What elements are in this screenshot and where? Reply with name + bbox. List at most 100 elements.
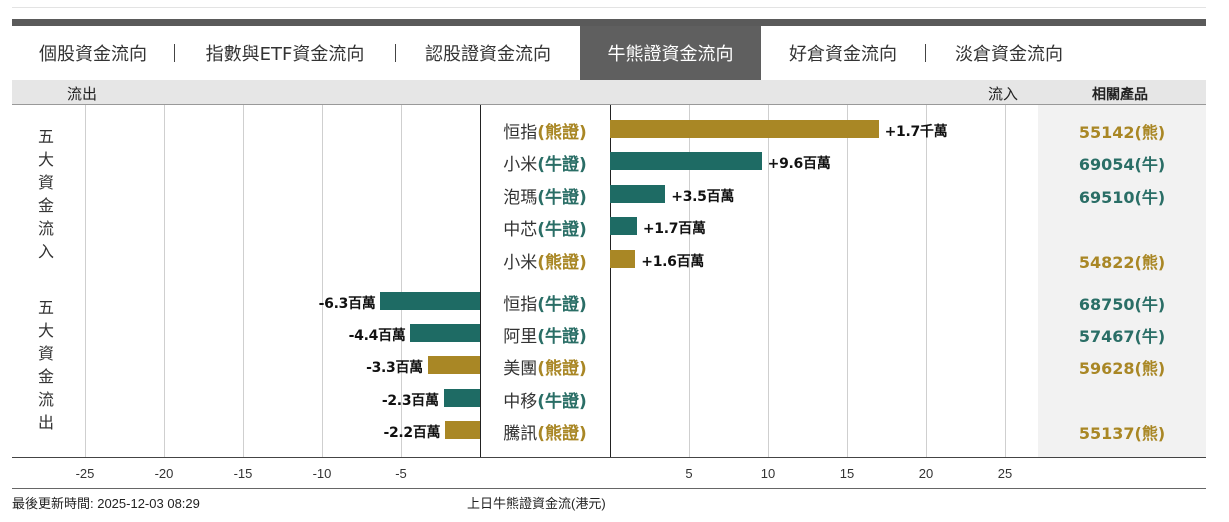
- underlying-label[interactable]: 小米(熊證): [480, 248, 610, 273]
- underlying-label[interactable]: 中芯(牛證): [480, 215, 610, 240]
- flow-bar[interactable]: [610, 250, 636, 268]
- gridline: [164, 105, 165, 457]
- warrant-type: (熊證): [537, 253, 587, 273]
- flow-value-label: -2.3百萬: [381, 393, 439, 409]
- related-product-link[interactable]: 57467(牛): [1078, 327, 1166, 346]
- underlying-label[interactable]: 美團(熊證): [480, 354, 610, 379]
- x-tick-label: -5: [395, 466, 407, 481]
- underlying-name: 小米: [503, 253, 538, 273]
- x-tick-label: 20: [918, 466, 934, 481]
- tab-separator: [174, 44, 175, 62]
- warrant-type: (牛證): [537, 392, 587, 412]
- warrant-type: (牛證): [537, 188, 587, 208]
- warrant-type: (牛證): [537, 220, 587, 240]
- flow-bar[interactable]: [427, 356, 480, 374]
- related-product-link[interactable]: 55137(熊): [1078, 424, 1166, 443]
- related-product-link[interactable]: 55142(熊): [1078, 123, 1166, 142]
- gridline: [1005, 105, 1006, 457]
- gridline: [768, 105, 769, 457]
- tab-1[interactable]: 個股資金流向: [39, 44, 147, 65]
- underlying-label[interactable]: 恒指(熊證): [480, 118, 610, 143]
- flow-value-label: +3.5百萬: [671, 189, 735, 205]
- top-inflow-group-label: 五大資金流入: [37, 127, 54, 261]
- top-outflow-group-label: 五大資金流出: [37, 298, 54, 432]
- flow-bar[interactable]: [610, 217, 637, 235]
- underlying-label[interactable]: 騰訊(熊證): [480, 419, 610, 444]
- related-product-link[interactable]: 68750(牛): [1078, 295, 1166, 314]
- inflow-header: 流入: [988, 85, 1019, 103]
- flow-bar[interactable]: [380, 292, 480, 310]
- underlying-name: 泡瑪: [503, 188, 538, 208]
- gridline: [926, 105, 927, 457]
- underlying-label[interactable]: 小米(牛證): [480, 150, 610, 175]
- last-updated: 最後更新時間: 2025-12-03 08:29: [12, 496, 200, 511]
- tab-3[interactable]: 認股證資金流向: [425, 44, 551, 65]
- flow-bar[interactable]: [610, 120, 879, 138]
- x-axis-line: [12, 457, 1206, 458]
- underlying-name: 騰訊: [503, 424, 538, 444]
- flow-value-label: +1.6百萬: [641, 254, 704, 270]
- warrant-type: (牛證): [537, 327, 587, 347]
- tab-bar-accent: [12, 19, 1206, 26]
- gridline: [85, 105, 86, 457]
- related-product-link[interactable]: 59628(熊): [1078, 359, 1166, 378]
- underlying-name: 中芯: [503, 220, 538, 240]
- warrant-type: (熊證): [537, 123, 587, 143]
- gridline: [847, 105, 848, 457]
- tab-6[interactable]: 淡倉資金流向: [955, 44, 1063, 65]
- flow-bar[interactable]: [410, 324, 480, 342]
- underlying-name: 阿里: [503, 327, 538, 347]
- underlying-name: 恒指: [503, 295, 538, 315]
- tab-4[interactable]: 牛熊證資金流向: [580, 26, 761, 80]
- flow-bar[interactable]: [610, 152, 762, 170]
- underlying-name: 小米: [503, 155, 538, 175]
- tab-separator: [395, 44, 396, 62]
- related-products-column: [1038, 105, 1206, 457]
- top-divider: [12, 7, 1206, 8]
- tab-2[interactable]: 指數與ETF資金流向: [205, 44, 365, 65]
- x-tick-label: -25: [75, 466, 95, 481]
- related-product-link[interactable]: 69054(牛): [1078, 155, 1166, 174]
- x-tick-label: -15: [233, 466, 253, 481]
- underlying-name: 美團: [503, 359, 538, 379]
- outflow-header: 流出: [67, 85, 98, 103]
- flow-value-label: +1.7千萬: [884, 124, 948, 140]
- x-tick-label: 10: [760, 466, 776, 481]
- warrant-type: (牛證): [537, 295, 587, 315]
- flow-value-label: -2.2百萬: [383, 425, 441, 441]
- zero-axis-right: [610, 105, 611, 457]
- gridline: [401, 105, 402, 457]
- flow-bar[interactable]: [610, 185, 666, 203]
- flow-bar[interactable]: [443, 389, 480, 407]
- underlying-label[interactable]: 恒指(牛證): [480, 290, 610, 315]
- flow-value-label: -3.3百萬: [366, 360, 423, 376]
- underlying-label[interactable]: 阿里(牛證): [480, 322, 610, 347]
- flow-bar[interactable]: [445, 421, 480, 439]
- zero-axis-left: [480, 105, 481, 457]
- flow-value-label: +1.7百萬: [642, 221, 706, 237]
- warrant-type: (熊證): [537, 359, 587, 379]
- chart-caption: 上日牛熊證資金流(港元): [467, 496, 606, 511]
- underlying-label[interactable]: 中移(牛證): [480, 387, 610, 412]
- flow-value-label: +9.6百萬: [767, 156, 831, 172]
- flow-value-label: -4.4百萬: [348, 328, 406, 344]
- related-products-header: 相關產品: [1092, 87, 1148, 103]
- footer-rule: [12, 488, 1206, 489]
- related-product-link[interactable]: 69510(牛): [1078, 188, 1166, 207]
- tab-5[interactable]: 好倉資金流向: [789, 44, 897, 65]
- column-header-bar: 流出 流入 相關產品: [12, 80, 1206, 104]
- underlying-label[interactable]: 泡瑪(牛證): [480, 183, 610, 208]
- tab-bar: 個股資金流向 指數與ETF資金流向 認股證資金流向 牛熊證資金流向 好倉資金流向 淡倉資金…: [12, 26, 1206, 80]
- gridline: [322, 105, 323, 457]
- x-tick-label: -20: [154, 466, 174, 481]
- warrant-type: (熊證): [537, 424, 587, 444]
- underlying-name: 中移: [503, 392, 538, 412]
- x-tick-label: 25: [997, 466, 1013, 481]
- gridline: [689, 105, 690, 457]
- gridline: [243, 105, 244, 457]
- x-tick-label: 15: [839, 466, 855, 481]
- warrant-type: (牛證): [537, 155, 587, 175]
- x-tick-label: -10: [312, 466, 332, 481]
- related-product-link[interactable]: 54822(熊): [1078, 253, 1166, 272]
- header-rule: [12, 104, 1206, 105]
